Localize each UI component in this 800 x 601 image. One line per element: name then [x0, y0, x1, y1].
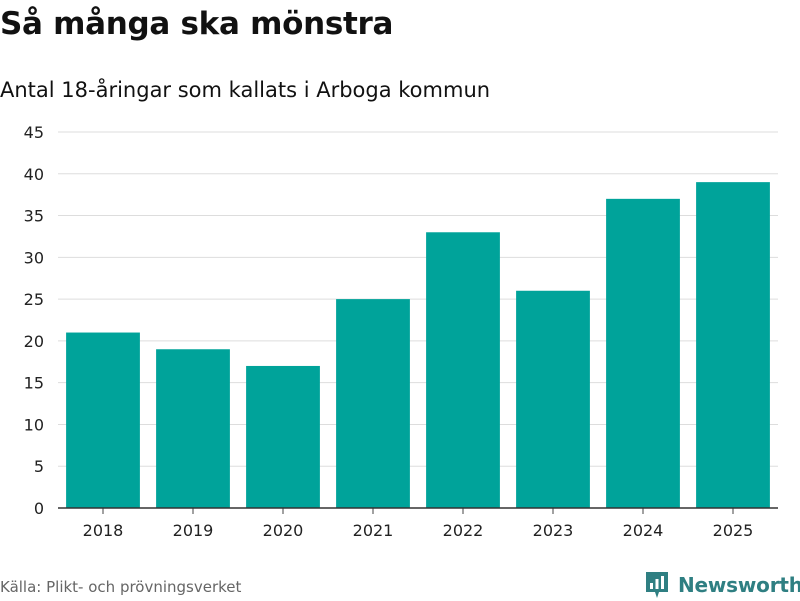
bar-2024	[606, 198, 680, 508]
x-tick-label: 2023	[533, 521, 574, 540]
source-note: Källa: Plikt- och prövningsverket	[0, 578, 242, 596]
bar-2021	[336, 299, 410, 508]
y-tick-label: 35	[24, 207, 44, 226]
y-tick-label: 25	[24, 290, 44, 309]
y-tick-label: 45	[24, 123, 44, 142]
y-tick-label: 20	[24, 332, 44, 351]
y-tick-label: 40	[24, 165, 44, 184]
x-tick-label: 2022	[443, 521, 484, 540]
x-tick-label: 2021	[353, 521, 394, 540]
x-tick-label: 2019	[173, 521, 214, 540]
y-tick-label: 0	[34, 499, 44, 518]
bar-2022	[426, 232, 500, 508]
x-axis-ticks: 2018 2019 2020 2021 2022 2023 2024 2025	[83, 508, 754, 540]
x-tick-label: 2025	[713, 521, 754, 540]
bar-2025	[696, 182, 770, 508]
x-tick-label: 2018	[83, 521, 124, 540]
y-tick-label: 10	[24, 415, 44, 434]
x-tick-label: 2020	[263, 521, 304, 540]
bar-2020	[246, 365, 320, 508]
y-tick-label: 5	[34, 457, 44, 476]
newsworthy-logo-icon	[646, 572, 668, 598]
y-tick-label: 30	[24, 248, 44, 267]
y-axis-ticks: 0 5 10 15 20 25 30 35 40 45	[24, 123, 44, 518]
chart-title: Så många ska mönstra	[0, 6, 394, 42]
brand-logo[interactable]: Newsworthy	[644, 569, 800, 601]
bar-2019	[156, 349, 230, 508]
bars	[66, 182, 770, 508]
y-tick-label: 15	[24, 374, 44, 393]
chart-subtitle: Antal 18-åringar som kallats i Arboga ko…	[0, 78, 491, 102]
bar-2023	[516, 290, 590, 508]
bar-2018	[66, 332, 140, 508]
brand-name: Newsworthy	[678, 573, 800, 597]
x-tick-label: 2024	[623, 521, 664, 540]
